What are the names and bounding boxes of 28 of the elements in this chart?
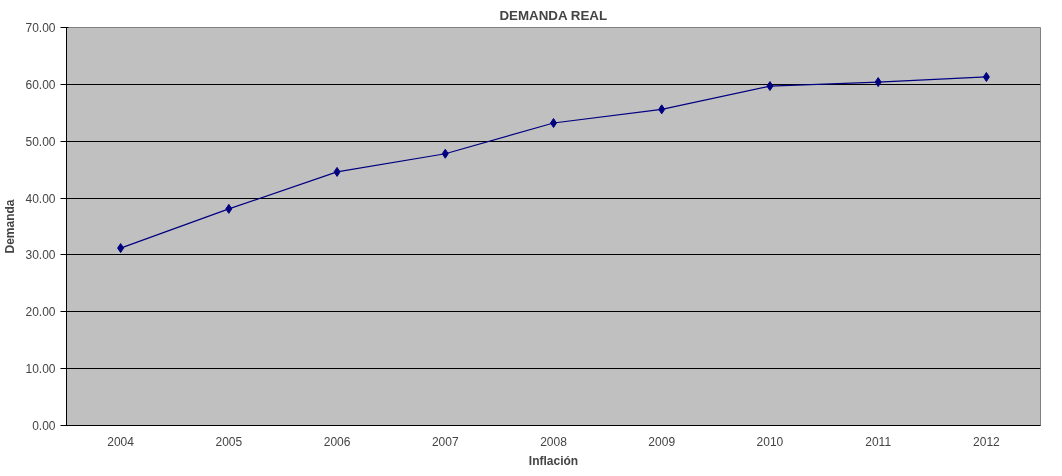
y-tick-label: 20.00 — [25, 305, 56, 320]
x-tick-label: 2007 — [431, 434, 459, 449]
point — [766, 81, 774, 92]
x-axis-title: Inflación — [528, 453, 579, 468]
point — [225, 203, 233, 214]
chart-title: DEMANDA REAL — [499, 7, 608, 23]
point — [117, 243, 125, 254]
x-tick-label: 2012 — [973, 434, 1001, 449]
point — [333, 166, 341, 177]
y-tick-label: 30.00 — [25, 248, 56, 263]
point — [441, 148, 449, 159]
y-axis-title: Demanda — [3, 199, 18, 254]
y-tick-label: 0.00 — [32, 419, 56, 433]
x-tick-label: 2006 — [323, 434, 351, 449]
x-tick-label: 2008 — [540, 434, 568, 449]
y-tick-label: 10.00 — [25, 362, 56, 377]
y-tick-label: 60.00 — [25, 77, 56, 92]
y-tick-label: 70.00 — [25, 21, 56, 35]
x-tick-label: 2011 — [865, 434, 892, 449]
y-tick-label: 50.00 — [25, 134, 56, 149]
y-tick-label: 40.00 — [25, 191, 56, 206]
point — [658, 104, 666, 115]
x-tick-label: 2005 — [215, 434, 243, 449]
point — [874, 77, 882, 88]
x-tick-label: 2010 — [756, 434, 784, 449]
point — [982, 71, 990, 82]
x-tick-label: 2009 — [648, 434, 676, 449]
x-tick-label: 2004 — [107, 434, 135, 449]
